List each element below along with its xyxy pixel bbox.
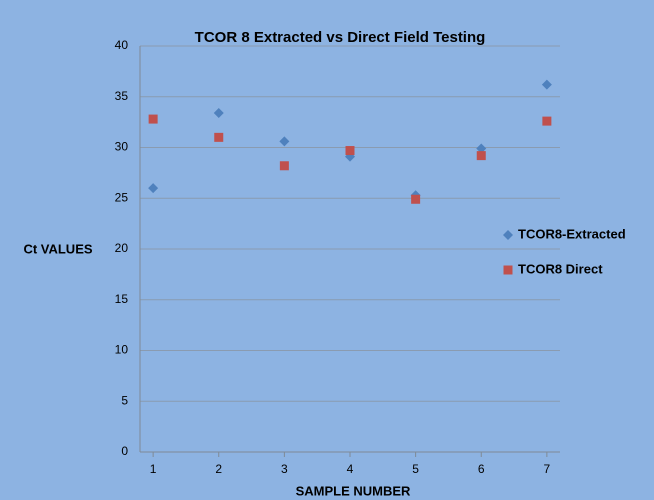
legend-label: TCOR8-Extracted — [518, 226, 626, 241]
y-tick-label: 20 — [115, 241, 129, 255]
legend-marker — [503, 230, 513, 240]
data-point — [213, 107, 224, 118]
legend-label: TCOR8 Direct — [518, 261, 603, 276]
x-tick-label: 7 — [544, 462, 551, 476]
y-tick-label: 5 — [121, 393, 128, 407]
y-tick-label: 10 — [115, 343, 129, 357]
data-point — [279, 161, 289, 171]
data-point — [214, 132, 224, 142]
data-point — [476, 143, 487, 154]
x-tick-label: 2 — [215, 462, 222, 476]
y-tick-label: 40 — [115, 38, 129, 52]
data-point — [411, 194, 421, 204]
legend-marker — [503, 265, 513, 275]
y-tick-label: 25 — [115, 190, 129, 204]
data-point — [279, 136, 290, 147]
data-point — [541, 79, 552, 90]
chart-title: TCOR 8 Extracted vs Direct Field Testing — [195, 29, 486, 46]
y-axis-label: Ct VALUES — [23, 241, 92, 256]
x-tick-label: 4 — [347, 462, 354, 476]
y-tick-label: 15 — [115, 292, 129, 306]
x-axis-label: SAMPLE NUMBER — [296, 483, 411, 498]
y-tick-label: 35 — [115, 89, 129, 103]
x-tick-label: 6 — [478, 462, 485, 476]
x-tick-label: 3 — [281, 462, 288, 476]
x-tick-label: 5 — [412, 462, 419, 476]
data-point — [148, 183, 159, 194]
data-point — [148, 114, 158, 124]
y-tick-label: 30 — [115, 140, 129, 154]
y-tick-label: 0 — [121, 444, 128, 458]
data-point — [476, 151, 486, 161]
x-tick-label: 1 — [150, 462, 157, 476]
data-point — [542, 116, 552, 126]
data-point — [345, 146, 355, 156]
